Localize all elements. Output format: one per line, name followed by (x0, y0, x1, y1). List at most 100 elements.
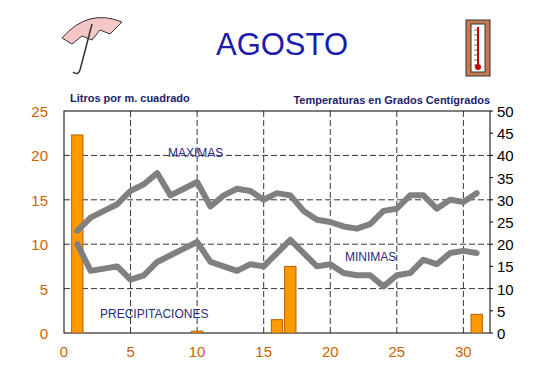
x-tick-label: 20 (322, 343, 339, 360)
x-tick-label: 25 (388, 343, 405, 360)
y2-tick-label: 35 (497, 170, 514, 187)
bar (325, 333, 336, 334)
y2-axis-label: Temperaturas en Grados Centígrados (293, 94, 490, 106)
thermometer-mark (474, 30, 477, 31)
y2-tick (490, 266, 493, 267)
line (77, 173, 476, 231)
bar (298, 333, 309, 334)
x-tick-label: 30 (455, 343, 472, 360)
bar (152, 333, 163, 334)
thermometer-tube (477, 27, 479, 66)
x-tick-label: 10 (189, 343, 206, 360)
thermometer-mark (474, 65, 477, 66)
bar (231, 333, 242, 334)
bar (98, 333, 109, 334)
bar (351, 333, 362, 334)
bar (391, 333, 402, 334)
y2-tick (490, 244, 493, 245)
bar (311, 333, 322, 334)
y-tick-label: 20 (31, 147, 48, 164)
bar (178, 333, 189, 334)
umbrella-canopy (62, 18, 122, 44)
y2-tick (490, 288, 493, 289)
bar (138, 333, 149, 334)
bar (258, 333, 269, 334)
title: AGOSTO (216, 27, 348, 62)
grid-line-x (463, 111, 464, 333)
bar (85, 333, 96, 334)
y2-tick (490, 111, 493, 112)
y2-tick (490, 133, 493, 134)
y2-tick-label: 5 (497, 303, 505, 320)
bar (165, 333, 176, 334)
bar (218, 333, 229, 334)
thermometer-mark (474, 45, 477, 46)
umbrella-icon (62, 18, 122, 74)
thermometer-icon (466, 20, 490, 76)
thermometer-body (466, 20, 490, 76)
x-tick-label: 0 (60, 343, 68, 360)
thermometer-mark (474, 40, 477, 41)
bar (404, 333, 415, 334)
y2-tick (490, 222, 493, 223)
y2-tick-label: 10 (497, 281, 514, 298)
grid-line-y (64, 244, 490, 245)
thermometer-mark (474, 50, 477, 51)
bar (245, 333, 256, 334)
y2-tick-label: 0 (497, 325, 505, 342)
x-tick-label: 15 (255, 343, 272, 360)
bar (471, 314, 482, 333)
series-label: MAXIMAS (168, 146, 223, 160)
line (77, 240, 476, 287)
bar (191, 331, 202, 333)
bar (444, 333, 455, 334)
y2-tick (490, 199, 493, 200)
y2-tick (490, 155, 493, 156)
data-group (72, 135, 483, 333)
y2-tick-label: 20 (497, 236, 514, 253)
chart: AGOSTO Litros por m. cuadrado Temperaturas… (0, 0, 550, 374)
y-axis-label: Litros por m. cuadrado (70, 92, 190, 104)
grid-line-x (197, 111, 198, 333)
y2-tick (490, 310, 493, 311)
bar (271, 320, 282, 333)
series-label: PRECIPITACIONES (100, 307, 208, 321)
bar (205, 333, 216, 334)
y2-tick-label: 15 (497, 258, 514, 275)
bar (365, 333, 376, 334)
grid-line-x (396, 111, 397, 333)
umbrella-handle (73, 24, 92, 74)
y2-tick-label: 45 (497, 125, 514, 142)
thermometer-mark (474, 55, 477, 56)
y2-tick-label: 30 (497, 192, 514, 209)
thermometer-bulb (475, 64, 481, 70)
bar (458, 333, 469, 334)
grid-line-y (64, 155, 490, 156)
bar (431, 333, 442, 334)
thermometer-face (471, 24, 485, 72)
thermometer-mark (474, 35, 477, 36)
bar (112, 333, 123, 334)
bar (125, 333, 136, 334)
y-tick-label: 10 (31, 236, 48, 253)
bar (285, 266, 296, 333)
plot-frame (64, 111, 490, 333)
bar (72, 135, 83, 333)
bar (338, 333, 349, 334)
y2-tick (490, 333, 493, 334)
bar (378, 333, 389, 334)
y2-tick-label: 25 (497, 214, 514, 231)
x-tick-label: 5 (126, 343, 134, 360)
series-label: MINIMAS (345, 250, 396, 264)
thermometer-mark (474, 60, 477, 61)
bar (418, 333, 429, 334)
y2-tick (490, 177, 493, 178)
y2-tick-label: 40 (497, 147, 514, 164)
y-tick-label: 5 (40, 281, 48, 298)
y-tick-label: 0 (40, 325, 48, 342)
grid-line-y (64, 288, 490, 289)
y-tick-label: 25 (31, 103, 48, 120)
grid-line-x (130, 111, 131, 333)
y-tick-label: 15 (31, 192, 48, 209)
y2-tick-label: 50 (497, 103, 514, 120)
